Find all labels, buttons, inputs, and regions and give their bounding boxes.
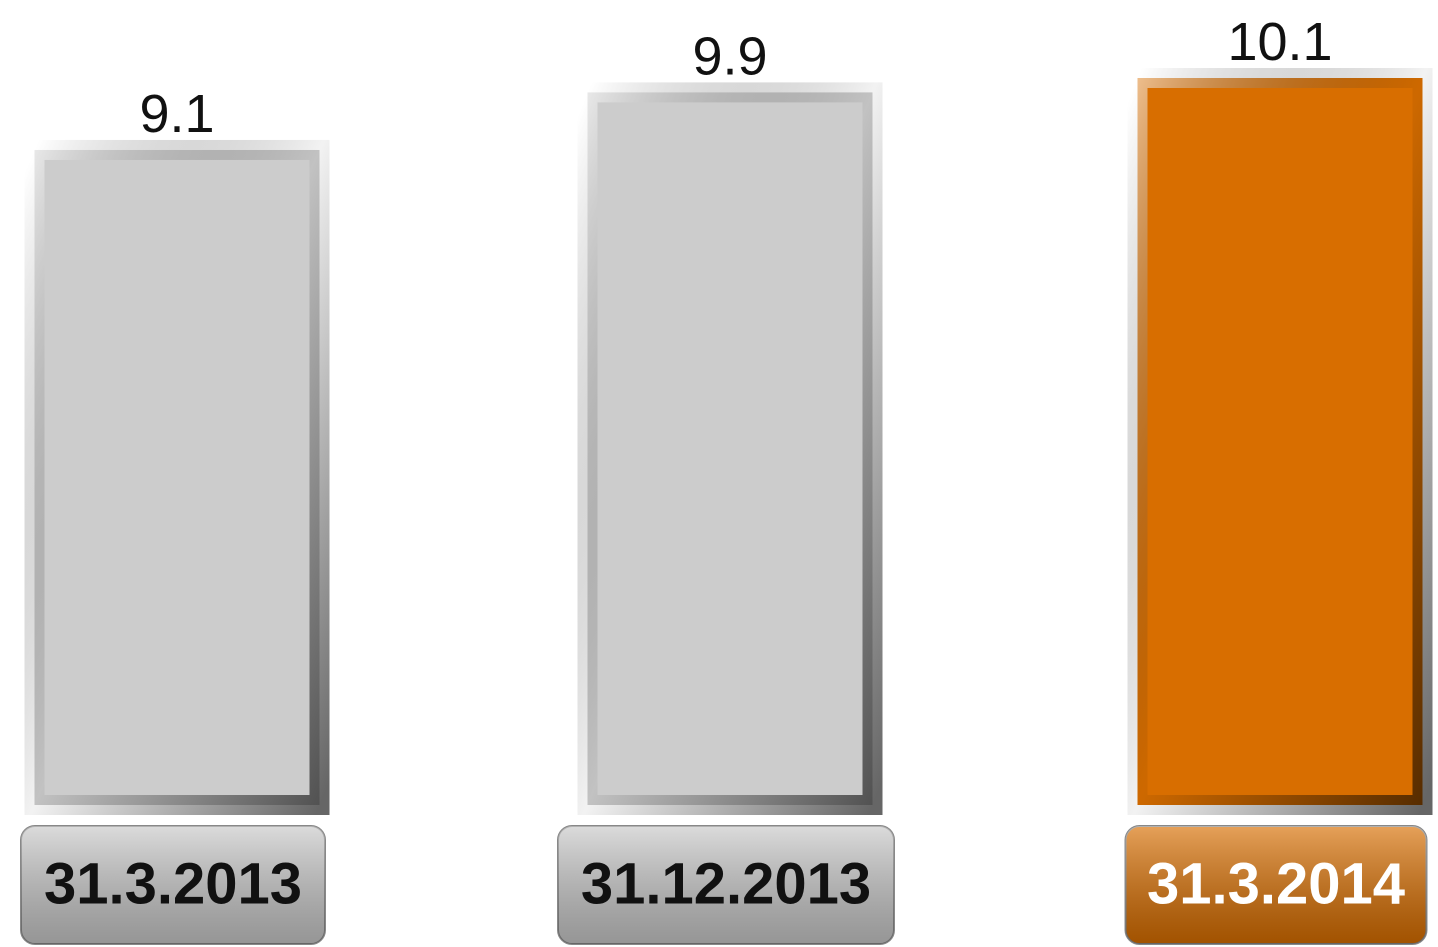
category-box-shade: [558, 826, 894, 944]
bar: [577, 82, 883, 815]
category-box-shade: [1125, 826, 1427, 944]
bar: [1127, 68, 1433, 815]
x-tick-label: 31.12.2013: [581, 851, 871, 916]
category-box-shade: [21, 826, 325, 944]
value-label: 9.1: [139, 84, 214, 144]
bar: [24, 139, 330, 815]
value-label: 10.1: [1227, 12, 1332, 72]
value-label: 9.9: [692, 26, 767, 86]
x-tick-label: 31.3.2013: [44, 851, 302, 916]
x-tick-label: 31.3.2014: [1147, 851, 1405, 916]
